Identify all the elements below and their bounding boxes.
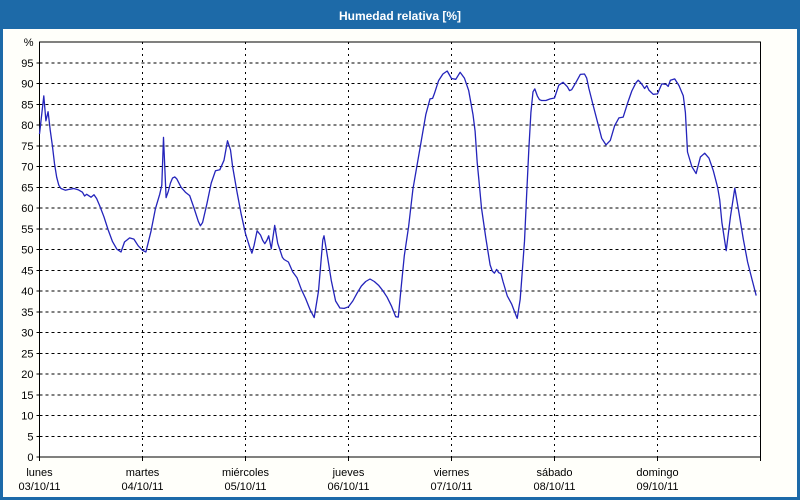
y-tick-label: 40 (21, 286, 33, 298)
y-tick-label: 65 (21, 182, 33, 194)
humidity-line-chart: 0 5 10 15 20 25 30 35 40 45 50 55 60 65 70 75 80 85 90 95% l… (18, 37, 761, 493)
day-date-label: 03/10/11 (18, 481, 60, 493)
day-date-label: 09/10/11 (636, 481, 678, 493)
y-tick-label: 80 (21, 120, 33, 132)
day-date-label: 04/10/11 (121, 481, 163, 493)
y-tick-label: 50 (21, 245, 33, 257)
y-axis-labels: 0 5 10 15 20 25 30 35 40 45 50 55 60 65 70 75 80 85 90 95% (21, 37, 33, 464)
day-name-label: sábado (536, 467, 572, 479)
y-tick-label: 95 (21, 58, 33, 70)
day-name-label: lunes (26, 467, 53, 479)
chart-title-bar: Humedad relativa [%] (3, 3, 797, 29)
day-date-label: 07/10/11 (430, 481, 472, 493)
day-date-label: 08/10/11 (533, 481, 575, 493)
axis-ticks (36, 62, 761, 461)
day-name-label: miércoles (222, 467, 270, 479)
y-tick-label: 70 (21, 162, 33, 174)
y-tick-label: 90 (21, 79, 33, 91)
x-axis-day-labels: lunes 03/10/11 martes 04/10/11 miércoles 05/1… (18, 467, 678, 493)
y-tick-label: 10 (21, 411, 33, 423)
y-tick-label: 0 (27, 452, 33, 464)
day-date-label: 05/10/11 (224, 481, 266, 493)
day-name-label: jueves (332, 467, 365, 479)
y-tick-label: 25 (21, 348, 33, 360)
y-tick-label: 85 (21, 99, 33, 111)
y-tick-label: 55 (21, 224, 33, 236)
y-tick-label: 45 (21, 265, 33, 277)
y-tick-label: 30 (21, 328, 33, 340)
y-tick-label: 20 (21, 369, 33, 381)
y-tick-label: 60 (21, 203, 33, 215)
day-name-label: domingo (636, 467, 678, 479)
y-tick-label: 35 (21, 307, 33, 319)
grid-horizontal (39, 62, 761, 437)
day-date-label: 06/10/11 (327, 481, 369, 493)
y-tick-label: 5 (27, 431, 33, 443)
day-name-label: viernes (434, 467, 470, 479)
y-tick-label: 75 (21, 141, 33, 153)
y-tick-label: 15 (21, 390, 33, 402)
chart-title: Humedad relativa [%] (338, 9, 462, 23)
humidity-series-line (38, 70, 757, 320)
day-name-label: martes (126, 467, 160, 479)
chart-content: 0 5 10 15 20 25 30 35 40 45 50 55 60 65 70 75 80 85 90 95% l… (3, 29, 797, 497)
y-axis-unit-label: % (24, 37, 34, 49)
